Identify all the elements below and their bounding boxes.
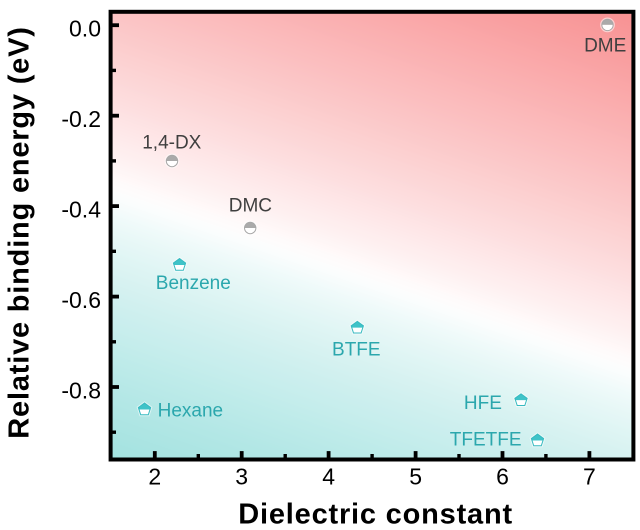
svg-text:TFETFE: TFETFE xyxy=(450,429,522,450)
svg-text:HFE: HFE xyxy=(464,393,502,414)
svg-text:7: 7 xyxy=(583,463,596,489)
svg-text:-0.8: -0.8 xyxy=(61,377,101,403)
svg-text:Benzene: Benzene xyxy=(156,273,231,294)
svg-text:4: 4 xyxy=(322,463,335,489)
svg-text:Relative binding energy (eV): Relative binding energy (eV) xyxy=(4,26,36,438)
svg-text:BTFE: BTFE xyxy=(332,339,381,360)
svg-text:DME: DME xyxy=(584,36,626,57)
svg-text:1,4-DX: 1,4-DX xyxy=(142,132,201,153)
svg-text:2: 2 xyxy=(148,463,161,489)
svg-text:-0.6: -0.6 xyxy=(61,287,101,313)
svg-text:-0.2: -0.2 xyxy=(61,106,101,132)
svg-text:-0.4: -0.4 xyxy=(61,196,101,222)
svg-text:DMC: DMC xyxy=(229,196,272,217)
svg-text:Hexane: Hexane xyxy=(158,401,224,422)
svg-text:Dielectric constant: Dielectric constant xyxy=(238,499,513,530)
svg-text:0.0: 0.0 xyxy=(69,16,101,42)
svg-text:3: 3 xyxy=(235,463,248,489)
svg-text:6: 6 xyxy=(496,463,509,489)
svg-text:5: 5 xyxy=(409,463,422,489)
